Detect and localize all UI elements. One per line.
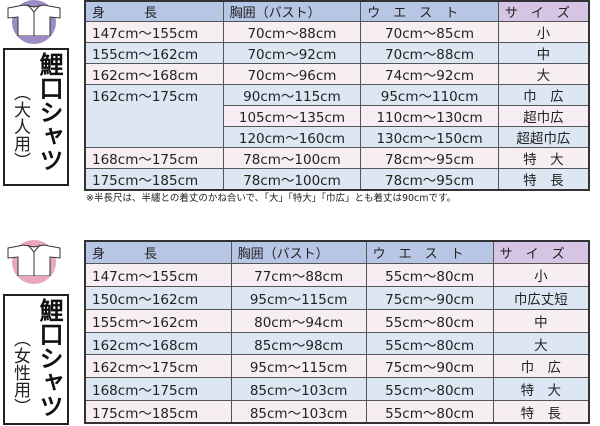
adult-size-table: 身 長胸囲（バスト）ウ エ ス トサ イ ズ 147cm～155cm 70cm～8… [84, 0, 590, 191]
waist-cell: 55cm～80cm [365, 400, 494, 424]
bust-cell: 70cm～92cm [222, 42, 362, 64]
table-row: 147cm～155cm 70cm～88cm 70cm～85cm 小 [84, 21, 590, 43]
bust-cell: 105cm～135cm [222, 105, 362, 127]
size-cell: 巾広丈短 [492, 286, 590, 310]
waist-cell: 110cm～130cm [360, 105, 499, 127]
height-cell: 168cm～175cm [84, 147, 224, 169]
header-bust: 胸囲（バスト） [230, 240, 367, 265]
waist-cell: 130cm～150cm [360, 126, 499, 148]
height-cell: 147cm～155cm [84, 21, 224, 43]
size-cell: 超巾広 [497, 105, 590, 127]
product-subtitle: （女性用） [10, 330, 30, 415]
product-title: 鯉口シャツ [35, 52, 63, 172]
waist-cell: 55cm～80cm [365, 331, 494, 356]
size-cell: 超超巾広 [497, 126, 590, 148]
bust-cell: 78cm～100cm [222, 168, 362, 191]
shirt-icon [7, 0, 61, 44]
height-cell: 155cm～162cm [84, 42, 224, 64]
waist-cell: 78cm～95cm [360, 147, 499, 169]
product-subtitle: （大人用） [10, 84, 30, 169]
bust-cell: 70cm～88cm [222, 21, 362, 43]
height-cell: 155cm～162cm [84, 308, 232, 333]
height-cell: 162cm～175cm [84, 354, 232, 379]
table-row: 175cm～185cm 78cm～100cm 78cm～95cm 特 長 [84, 168, 590, 191]
height-cell: 162cm～168cm [84, 331, 232, 356]
waist-cell: 70cm～85cm [360, 21, 499, 43]
bust-cell: 85cm～103cm [230, 400, 367, 424]
bust-cell: 85cm～103cm [230, 377, 367, 402]
waist-cell: 95cm～110cm [360, 84, 499, 106]
size-cell: 中 [497, 42, 590, 64]
header-waist: ウ エ ス ト [360, 0, 499, 22]
female-label-box: 鯉口シャツ （女性用） [3, 294, 69, 425]
table-row: 120cm～160cm 130cm～150cm 超超巾広 [85, 126, 590, 148]
table-row: 168cm～175cm 78cm～100cm 78cm～95cm 特 大 [84, 147, 590, 169]
height-cell: 168cm～175cm [84, 377, 232, 402]
bust-cell: 78cm～100cm [222, 147, 362, 169]
bust-cell: 77cm～88cm [230, 263, 367, 288]
table-row: 155cm～162cm 70cm～92cm 70cm～88cm 中 [84, 42, 590, 64]
bust-cell: 85cm～98cm [230, 331, 367, 356]
waist-cell: 70cm～88cm [360, 42, 499, 64]
waist-cell: 55cm～80cm [365, 308, 494, 333]
height-cell: 175cm～185cm [84, 400, 232, 424]
bust-cell: 95cm～115cm [230, 286, 367, 310]
table-row: 155cm～162cm 80cm～94cm 55cm～80cm 中 [84, 308, 590, 333]
height-cell: 162cm～168cm [84, 63, 224, 85]
table-row: 147cm～155cm 77cm～88cm 55cm～80cm 小 [84, 263, 590, 288]
table-row: 162cm～168cm 70cm～96cm 74cm～92cm 大 [84, 63, 590, 85]
table-row: 105cm～135cm 110cm～130cm 超巾広 [85, 105, 590, 127]
header-height: 身 長 [84, 240, 232, 265]
waist-cell: 55cm～80cm [365, 377, 494, 402]
size-cell: 特 長 [497, 168, 590, 191]
header-size: サ イ ズ [497, 0, 590, 22]
header-size: サ イ ズ [492, 240, 590, 265]
height-cell: 150cm～162cm [84, 286, 232, 310]
table-row: 162cm～168cm 85cm～98cm 55cm～80cm 大 [84, 331, 590, 356]
size-cell: 巾 広 [492, 354, 590, 379]
height-cell: 147cm～155cm [84, 263, 232, 288]
shirt-icon [7, 240, 61, 284]
bust-cell: 90cm～115cm [222, 84, 362, 106]
footnote: ※半長尺は、半纏との着丈のかね合いで、「大」「特大」「巾広」とも着丈は90cmで… [86, 193, 457, 204]
table-row: 168cm～175cm 85cm～103cm 55cm～80cm 特 大 [84, 377, 590, 402]
bust-cell: 80cm～94cm [230, 308, 367, 333]
waist-cell: 55cm～80cm [365, 263, 494, 288]
size-cell: 小 [497, 21, 590, 43]
table-row: 162cm～175cm 90cm～115cm 95cm～110cm 巾 広 [84, 84, 590, 148]
header-waist: ウ エ ス ト [365, 240, 494, 265]
waist-cell: 78cm～95cm [360, 168, 499, 191]
header-row: 身 長胸囲（バスト）ウ エ ス トサ イ ズ [84, 240, 590, 265]
height-cell: 175cm～185cm [84, 168, 224, 191]
size-cell: 中 [492, 308, 590, 333]
table-row: 150cm～162cm 95cm～115cm 75cm～90cm 巾広丈短 [84, 286, 590, 310]
header-bust: 胸囲（バスト） [222, 0, 362, 22]
female-size-table: 身 長胸囲（バスト）ウ エ ス トサ イ ズ 147cm～155cm 77cm～8… [84, 240, 590, 425]
table-row: 175cm～185cm 85cm～103cm 55cm～80cm 特 長 [84, 400, 590, 424]
size-cell: 特 大 [492, 377, 590, 402]
adult-label-box: 鯉口シャツ （大人用） [3, 48, 69, 186]
size-cell: 大 [492, 331, 590, 356]
header-row: 身 長胸囲（バスト）ウ エ ス トサ イ ズ [84, 0, 590, 22]
size-cell: 特 大 [497, 147, 590, 169]
product-title: 鯉口シャツ [35, 298, 63, 418]
size-cell: 特 長 [492, 400, 590, 424]
waist-cell: 75cm～90cm [365, 354, 494, 379]
bust-cell: 120cm～160cm [222, 126, 362, 148]
bust-cell: 95cm～115cm [230, 354, 367, 379]
bust-cell: 70cm～96cm [222, 63, 362, 85]
table-row: 162cm～175cm 95cm～115cm 75cm～90cm 巾 広 [84, 354, 590, 379]
size-cell: 巾 広 [497, 84, 590, 106]
size-cell: 大 [497, 63, 590, 85]
height-cell: 162cm～175cm [84, 84, 224, 148]
waist-cell: 74cm～92cm [360, 63, 499, 85]
header-height: 身 長 [84, 0, 224, 22]
waist-cell: 75cm～90cm [365, 286, 494, 310]
size-cell: 小 [492, 263, 590, 288]
